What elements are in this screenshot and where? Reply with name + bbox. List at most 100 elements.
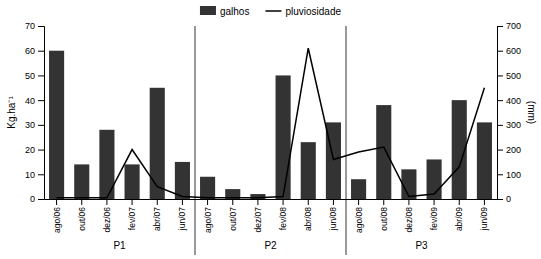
tick-label: ago/06 — [52, 207, 62, 233]
tick-mark — [434, 199, 435, 205]
tick: 20 — [25, 145, 44, 155]
tick-mark — [358, 199, 359, 205]
tick-label: dez/08 — [404, 207, 414, 233]
tick-label: fev/08 — [278, 207, 288, 230]
tick: out/06 — [77, 199, 87, 231]
period-label: P1 — [113, 240, 126, 251]
y-axis: 010203040506070 — [25, 21, 45, 204]
tick-label: 300 — [506, 120, 521, 130]
period-label: P3 — [415, 240, 428, 251]
marks — [49, 48, 492, 199]
tick-label: jun/09 — [479, 207, 489, 231]
tick: 0 — [497, 194, 511, 204]
tick-label: 100 — [506, 170, 521, 180]
tick-label: out/07 — [228, 207, 238, 231]
tick-label: 20 — [25, 145, 35, 155]
tick-label: 0 — [30, 194, 35, 204]
tick-mark — [106, 199, 107, 205]
bar — [276, 75, 291, 199]
tick-label: 400 — [506, 96, 521, 106]
axis-line — [38, 27, 45, 200]
tick-label: 200 — [506, 145, 521, 155]
bar — [301, 142, 316, 199]
tick: ago/07 — [203, 199, 213, 233]
tick-label: 700 — [506, 21, 521, 31]
tick-label: 30 — [25, 120, 35, 130]
tick-label: ago/07 — [203, 207, 213, 233]
tick-label: fev/07 — [127, 207, 137, 230]
tick: jun/08 — [328, 199, 338, 231]
tick: 300 — [497, 120, 521, 130]
period-label: P2 — [264, 240, 277, 251]
bar — [175, 162, 190, 199]
tick: 200 — [497, 145, 521, 155]
tick: 0 — [30, 194, 44, 204]
bar — [401, 169, 416, 199]
tick: ago/06 — [52, 199, 62, 233]
tick: ago/08 — [354, 199, 364, 233]
tick-mark — [38, 26, 44, 27]
tick: jun/09 — [479, 199, 489, 231]
tick-label: 50 — [25, 71, 35, 81]
tick: dez/08 — [404, 199, 414, 233]
axis-line — [45, 199, 498, 200]
legend: galhospluviosidade — [200, 6, 342, 17]
tick-label: 0 — [506, 194, 511, 204]
tick-mark — [157, 199, 158, 205]
tick-mark — [38, 100, 44, 101]
axis-line — [498, 27, 504, 200]
chart: 0102030405060700100200300400500600700ago… — [0, 0, 541, 259]
tick: 40 — [25, 96, 44, 106]
tick-mark — [497, 199, 503, 200]
tick-label: 500 — [506, 71, 521, 81]
tick-mark — [497, 51, 503, 52]
tick: abr/08 — [303, 199, 313, 231]
x-axis: ago/06 out/06 dez/06 fev/07 abr/07 jun/07 ago/… — [45, 199, 498, 233]
tick: 400 — [497, 96, 521, 106]
tick-mark — [56, 199, 57, 205]
plot-area: 0102030405060700100200300400500600700ago… — [25, 21, 521, 233]
tick-mark — [283, 199, 284, 205]
tick-label: abr/09 — [454, 207, 464, 231]
tick: 30 — [25, 120, 44, 130]
bar — [49, 51, 64, 199]
tick-label: 70 — [25, 21, 35, 31]
bar — [200, 177, 215, 199]
legend-swatch — [265, 10, 281, 12]
tick: 600 — [497, 46, 521, 56]
tick-label: out/08 — [379, 207, 389, 231]
tick: dez/06 — [102, 199, 112, 233]
tick-label: jun/07 — [177, 207, 187, 231]
tick-mark — [484, 199, 485, 205]
tick-label: abr/08 — [303, 207, 313, 231]
tick-label: ago/08 — [354, 207, 364, 233]
tick-label: 600 — [506, 46, 521, 56]
bar — [150, 88, 165, 199]
tick: out/08 — [379, 199, 389, 231]
tick-label: dez/06 — [102, 207, 112, 233]
legend-swatch — [200, 6, 216, 15]
tick: 500 — [497, 71, 521, 81]
tick: abr/07 — [152, 199, 162, 231]
tick-mark — [383, 199, 384, 205]
tick: 700 — [497, 21, 521, 31]
bar — [74, 164, 89, 199]
tick-label: abr/07 — [152, 207, 162, 231]
y-axis-title: Kg.ha⁻¹ — [6, 96, 17, 129]
tick: abr/09 — [454, 199, 464, 231]
tick-mark — [497, 26, 503, 27]
tick: out/07 — [228, 199, 238, 231]
tick: fev/09 — [429, 199, 439, 230]
tick-mark — [232, 199, 233, 205]
tick: fev/07 — [127, 199, 137, 230]
tick-mark — [408, 199, 409, 205]
legend-item: pluviosidade — [265, 6, 341, 17]
bar — [125, 164, 140, 199]
tick-mark — [497, 75, 503, 76]
tick-label: 10 — [25, 170, 35, 180]
bar — [477, 122, 492, 199]
tick-mark — [81, 199, 82, 205]
tick-mark — [308, 199, 309, 205]
tick-mark — [38, 150, 44, 151]
legend-label: pluviosidade — [285, 6, 341, 17]
